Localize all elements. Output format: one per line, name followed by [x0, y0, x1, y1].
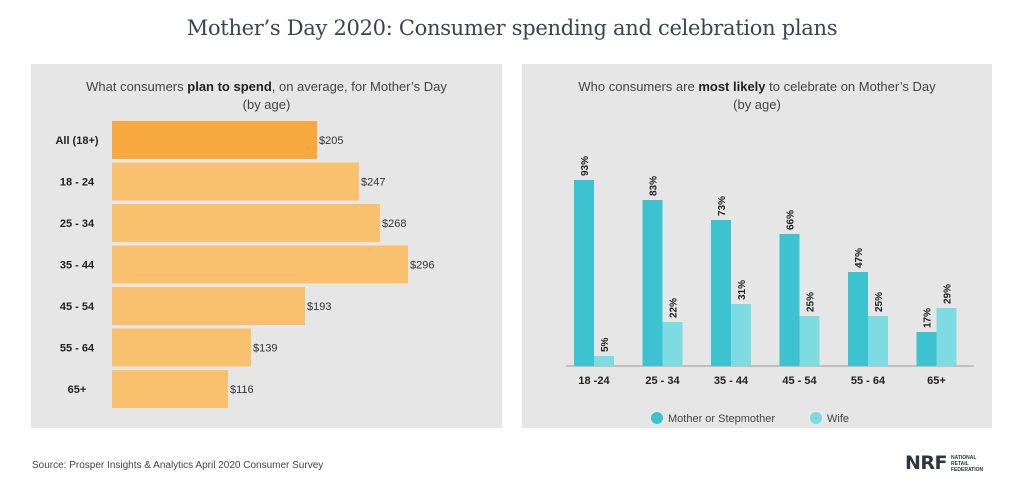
spending-category-label: 55 - 64	[60, 343, 95, 355]
mother-bar	[848, 272, 868, 366]
wife-value-label: 25%	[806, 292, 817, 312]
legend-mother-swatch	[651, 412, 663, 424]
mother-value-label: 73%	[717, 196, 728, 216]
spending-bar-chart: All (18+) $205 18 - 24 $247 25 - 34 $268 35 - …	[55, 121, 434, 408]
mother-value-label: 93%	[580, 156, 591, 176]
nrf-logo-line-2: RETAIL	[951, 461, 969, 467]
celebration-title-part-1: Who consumers are	[578, 79, 699, 94]
spending-chart-subtitle: (by age)	[242, 97, 291, 112]
mother-bar	[574, 180, 594, 366]
spending-bar	[112, 245, 408, 284]
nrf-logo-line-3: FEDERATION	[951, 467, 984, 473]
wife-value-label: 31%	[737, 280, 748, 300]
wife-value-label: 5%	[600, 337, 611, 352]
spending-value-label: $296	[410, 260, 434, 272]
spending-category-label: 18 - 24	[60, 177, 95, 189]
celebration-category-label: 45 - 54	[782, 375, 817, 387]
spending-bar	[112, 328, 251, 367]
wife-bar	[868, 316, 888, 366]
wife-value-label: 22%	[669, 298, 680, 318]
mother-bar	[916, 332, 937, 366]
spending-value-label: $268	[382, 218, 406, 230]
celebration-title-part-3: to celebrate on Mother’s Day	[765, 79, 936, 94]
mother-value-label: 17%	[923, 308, 934, 328]
celebration-title-emphasis: most likely	[698, 79, 766, 94]
spending-value-label: $247	[361, 177, 385, 189]
mother-value-label: 83%	[649, 176, 660, 196]
spending-bar	[112, 162, 359, 201]
spending-bar	[112, 287, 305, 325]
celebration-category-label: 55 - 64	[851, 375, 886, 387]
mother-bar	[711, 220, 731, 366]
spending-chart-title: What consumers plan to spend, on average…	[31, 78, 502, 114]
mother-value-label: 47%	[854, 248, 865, 268]
wife-bar	[731, 304, 751, 366]
spending-value-label: $193	[307, 301, 331, 313]
celebration-category-label: 65+	[927, 375, 946, 387]
nrf-logo-line-1: NATIONAL	[951, 455, 977, 461]
spending-title-part-3: , on average, for Mother’s Day	[271, 79, 447, 94]
nrf-logo-subtext: NATIONAL RETAIL FEDERATION	[951, 455, 983, 473]
mother-bar	[642, 200, 663, 366]
celebration-category-label: 18 -24	[578, 375, 610, 387]
legend-wife-label: Wife	[827, 413, 849, 425]
celebration-chart-title: Who consumers are most likely to celebra…	[522, 78, 992, 114]
spending-value-label: $116	[230, 384, 254, 396]
spending-category-label: 65+	[68, 384, 87, 396]
spending-category-label: 45 - 54	[60, 301, 95, 313]
page-title: Mother’s Day 2020: Consumer spending and…	[186, 16, 838, 40]
celebration-bar-chart: 93% 5% 18 -24 83% 22% 25 - 34 73% 31% 35 - 44 66%…	[566, 156, 974, 425]
source-note: Source: Prosper Insights & Analytics Apr…	[32, 460, 324, 471]
spending-category-label: 25 - 34	[60, 218, 95, 230]
wife-bar	[594, 356, 614, 366]
celebration-chart-panel: Who consumers are most likely to celebra…	[522, 64, 992, 428]
celebration-chart-subtitle: (by age)	[733, 97, 781, 112]
spending-category-label: 35 - 44	[60, 260, 95, 272]
wife-value-label: 29%	[943, 284, 954, 304]
spending-bar	[112, 204, 380, 242]
wife-bar	[936, 308, 957, 366]
spending-title-part-1: What consumers	[86, 79, 188, 94]
spending-category-label: All (18+)	[55, 135, 98, 147]
legend-wife-swatch	[810, 412, 822, 424]
mother-bar	[779, 234, 800, 366]
celebration-category-label: 35 - 44	[714, 375, 749, 387]
legend-mother-label: Mother or Stepmother	[668, 413, 775, 425]
spending-value-label: $205	[319, 135, 343, 147]
wife-bar	[662, 322, 683, 366]
mother-value-label: 66%	[786, 210, 797, 230]
spending-bar	[112, 121, 317, 159]
wife-value-label: 25%	[874, 292, 885, 312]
nrf-logo-text: NRF	[905, 452, 948, 474]
spending-value-label: $139	[253, 343, 277, 355]
spending-bar	[112, 370, 228, 408]
celebration-category-label: 25 - 34	[645, 375, 680, 387]
spending-chart-panel: What consumers plan to spend, on average…	[31, 64, 502, 428]
wife-bar	[799, 316, 820, 366]
spending-title-emphasis: plan to spend	[187, 79, 272, 94]
